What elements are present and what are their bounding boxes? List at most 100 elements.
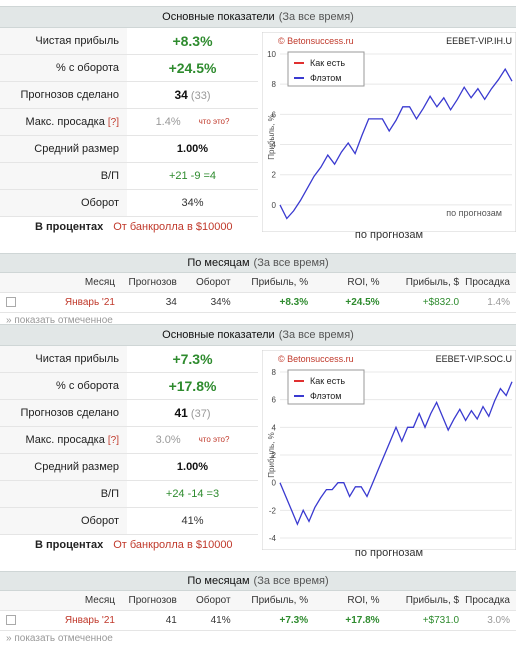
stat-row-turnover: % с оборота +17.8% [0, 373, 258, 400]
stat-value: +17.8% [168, 378, 217, 394]
cell-oborot: 34% [182, 292, 237, 313]
chart-legend: Как есть Флэтом [287, 51, 365, 87]
show-marked-link[interactable]: » показать отмеченное [6, 314, 113, 326]
profit-chart: -4 -2 0 2 4 6 8 © Betonsuccess.ru EEBET-VIP.SOC.… [262, 350, 516, 550]
y-tick-label: 6 [272, 396, 277, 405]
chart-caption: по прогнозам [354, 547, 424, 559]
stat-value: 1.4% что это? [127, 109, 258, 135]
monthly-subtitle: (За все время) [253, 575, 329, 587]
stat-label: Оборот [0, 508, 127, 534]
stat-value: 3.0% что это? [127, 427, 258, 453]
col-checkbox [0, 591, 22, 611]
percent-note: От банкролла в $10000 [113, 221, 233, 233]
stat-value: +24 -14 =3 [165, 488, 220, 500]
forecasts-count: 34 [174, 88, 188, 102]
drawdown-help-link[interactable]: [?] [107, 117, 119, 128]
stat-row-wl: В/П +21 -9 =4 [0, 163, 258, 190]
legend-label: Флэтом [310, 391, 341, 401]
stats-header-title: Основные показатели [162, 329, 275, 341]
stats-header-title: Основные показатели [162, 11, 275, 23]
stat-label: Чистая прибыль [0, 28, 127, 54]
col-profit-usd: Прибыль, $ [385, 591, 466, 611]
monthly-table: Месяц Прогнозов Оборот Прибыль, % ROI, %… [0, 591, 516, 631]
percent-label: В процентах [35, 221, 104, 233]
col-checkbox [0, 273, 22, 293]
drawdown-help-link[interactable]: [?] [107, 435, 119, 446]
show-marked-link[interactable]: » показать отмеченное [6, 632, 113, 644]
col-profit-usd: Прибыль, $ [385, 273, 466, 293]
stats-table: Чистая прибыль +7.3% % с оборота +17.8% … [0, 346, 258, 555]
percent-row: В процентах От банкролла в $10000 [0, 535, 258, 555]
drawdown-label: Макс. просадка [25, 434, 105, 446]
chart-id-label: EEBET-VIP.SOC.U [436, 354, 512, 364]
col-oborot: Оборот [182, 591, 237, 611]
chart-legend: Как есть Флэтом [287, 369, 365, 405]
monthly-table: Месяц Прогнозов Оборот Прибыль, % ROI, %… [0, 273, 516, 313]
row-checkbox-cell [0, 292, 22, 313]
row-checkbox[interactable] [6, 296, 16, 307]
drawdown-value: 1.4% [155, 116, 181, 128]
series-line-Флэтом [279, 381, 513, 526]
cell-oborot: 41% [182, 610, 237, 631]
y-tick-label: 8 [272, 368, 277, 377]
stat-row-drawdown: Макс. просадка [?] 3.0% что это? [0, 427, 258, 454]
cell-profit-usd: +$832.0 [385, 292, 466, 313]
legend-label: Как есть [310, 376, 345, 386]
col-forecasts: Прогнозов [120, 273, 183, 293]
drawdown-value: 3.0% [155, 434, 181, 446]
y-axis-label: Прибыль, % [267, 432, 276, 477]
stats-block-1: Основные показатели (За все время) Чистая… [0, 6, 516, 329]
table-row: Январь '21 41 41% +7.3% +17.8% +$731.0 3… [0, 610, 516, 631]
stat-label: Средний размер [0, 136, 127, 162]
cell-month[interactable]: Январь '21 [22, 610, 121, 631]
chart-inner-note: по прогнозам [446, 208, 502, 218]
stat-label: В/П [0, 481, 127, 507]
stat-row-avg-size: Средний размер 1.00% [0, 136, 258, 163]
chart-id-label: EEBET-VIP.IH.U [446, 36, 512, 46]
stat-value: +24.5% [168, 60, 217, 76]
cell-forecasts: 41 [120, 610, 183, 631]
col-drawdown: Просадка [465, 273, 516, 293]
cell-profit-usd: +$731.0 [385, 610, 466, 631]
legend-box [287, 369, 365, 405]
stat-row-net-profit: Чистая прибыль +7.3% [0, 346, 258, 373]
stat-label: Прогнозов сделано [0, 82, 127, 108]
y-tick-label: 10 [267, 50, 276, 59]
col-roi: ROI, % [314, 273, 386, 293]
col-profit-pct: Прибыль, % [236, 273, 315, 293]
col-profit-pct: Прибыль, % [236, 591, 315, 611]
stat-label: Прогнозов сделано [0, 400, 127, 426]
cell-roi: +24.5% [314, 292, 386, 313]
stat-value: +21 -9 =4 [168, 170, 217, 182]
stats-block-2: Основные показатели (За все время) Чистая… [0, 324, 516, 647]
stats-header-subtitle: (За все время) [278, 11, 354, 23]
drawdown-what-link[interactable]: что это? [198, 117, 230, 126]
drawdown-what-link[interactable]: что это? [198, 435, 230, 444]
col-month: Месяц [22, 591, 121, 611]
cell-month[interactable]: Январь '21 [22, 292, 121, 313]
stat-label: В/П [0, 163, 127, 189]
stat-value: +8.3% [172, 33, 213, 49]
cell-profit-pct: +7.3% [236, 610, 315, 631]
stat-row-forecasts: Прогнозов сделано 34 (33) [0, 82, 258, 109]
y-tick-label: -4 [269, 534, 277, 543]
stat-row-oborot: Оборот 34% [0, 190, 258, 217]
monthly-header: По месяцам (За все время) [0, 253, 516, 273]
y-tick-label: 2 [272, 171, 277, 180]
stat-label: Макс. просадка [?] [0, 109, 127, 135]
legend-label: Флэтом [310, 73, 341, 83]
cell-roi: +17.8% [314, 610, 386, 631]
y-tick-label: 2 [272, 451, 277, 460]
stats-header: Основные показатели (За все время) [0, 324, 516, 346]
percent-label: В процентах [35, 539, 104, 551]
row-checkbox[interactable] [6, 614, 16, 625]
stat-value: 34% [181, 197, 204, 209]
chart-source-label: © Betonsuccess.ru [278, 36, 354, 46]
y-tick-label: -2 [269, 506, 277, 515]
col-month: Месяц [22, 273, 121, 293]
percent-note: От банкролла в $10000 [113, 539, 233, 551]
stats-table: Чистая прибыль +8.3% % с оборота +24.5% … [0, 28, 258, 237]
monthly-subtitle: (За все время) [253, 257, 329, 269]
y-tick-label: 0 [272, 201, 277, 210]
stat-value: 34 (33) [127, 82, 258, 108]
